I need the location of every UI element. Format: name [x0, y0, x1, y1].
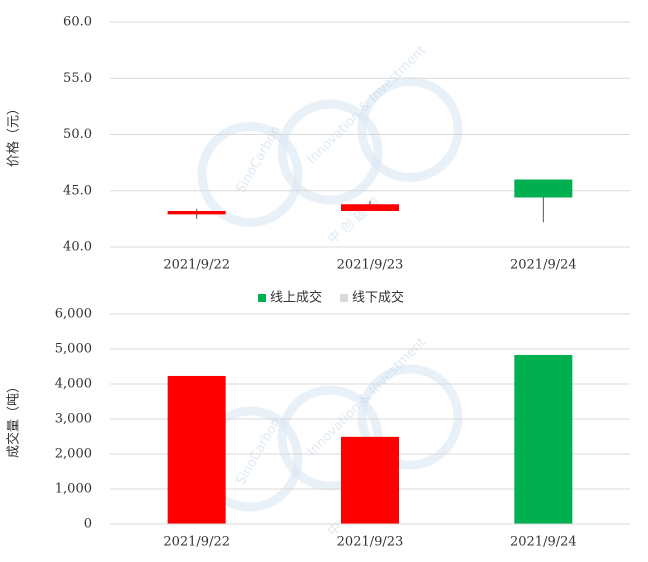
- watermark-circle: [357, 77, 463, 182]
- candle-body: [341, 204, 399, 211]
- x-tick-label: 2021/9/22: [163, 258, 230, 273]
- y-tick-label: 3,000: [55, 412, 92, 427]
- legend-label: 线上成交: [270, 290, 322, 306]
- y-tick-label: 4,000: [55, 377, 92, 392]
- legend-swatch: [258, 294, 266, 302]
- y-tick-label: 2,000: [55, 447, 92, 462]
- y-tick-label: 5,000: [55, 342, 92, 357]
- x-tick-label: 2021/9/23: [337, 535, 404, 550]
- watermark-circle: [277, 99, 383, 205]
- x-tick-label: 2021/9/23: [337, 258, 404, 273]
- y-tick-label: 55.0: [63, 71, 92, 86]
- y-tick-label: 1,000: [55, 482, 92, 497]
- y-tick-label: 50.0: [63, 127, 92, 142]
- x-tick-label: 2021/9/22: [163, 535, 230, 550]
- y-axis-label: 价格（元）: [6, 102, 22, 167]
- bar: [341, 436, 399, 524]
- legend-label: 线下成交: [352, 290, 404, 306]
- bar: [514, 354, 573, 524]
- watermark-circle: [357, 364, 463, 470]
- y-tick-label: 60.0: [63, 15, 92, 30]
- watermark-circle: [197, 122, 303, 227]
- y-tick-label: 40.0: [63, 240, 92, 255]
- y-tick-label: 45.0: [63, 183, 92, 198]
- x-tick-label: 2021/9/24: [510, 535, 577, 550]
- watermark-text: SinoCarbon: [234, 415, 284, 487]
- legend-swatch: [340, 294, 349, 302]
- y-axis-label: 成交量（吨）: [6, 380, 22, 458]
- candle-body: [167, 211, 226, 215]
- x-tick-label: 2021/9/24: [510, 258, 577, 273]
- candle-body: [514, 179, 573, 198]
- bar: [167, 375, 226, 524]
- y-tick-label: 0: [84, 517, 92, 532]
- y-tick-label: 6,000: [55, 307, 92, 322]
